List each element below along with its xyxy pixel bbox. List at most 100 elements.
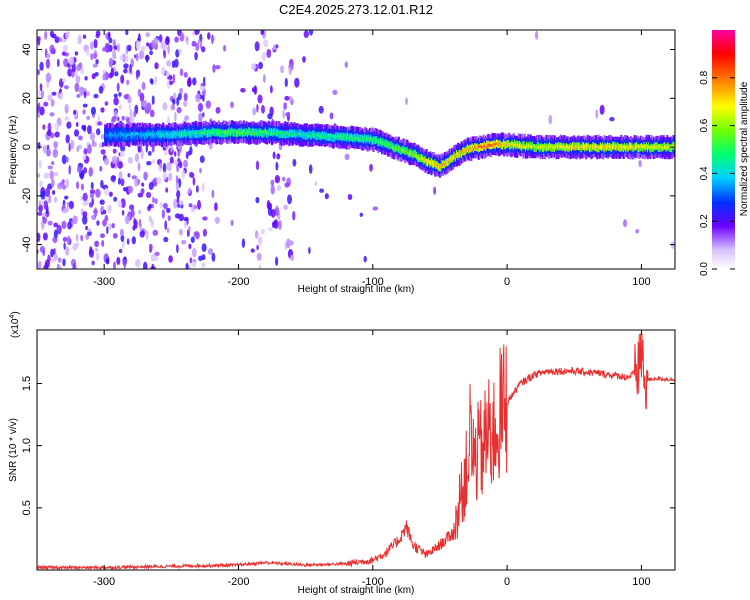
heatmap-cell [464,147,467,156]
heatmap-cell [87,228,91,233]
heatmap-cell [175,49,180,58]
heatmap-cell [460,150,463,159]
heatmap-cell [161,133,163,137]
heatmap-cell [199,132,202,135]
heatmap-cell [256,131,259,135]
heatmap-cell [181,239,187,245]
heatmap-cell [349,135,352,138]
heatmap-cell [225,131,227,135]
heatmap-cell [200,85,205,91]
heatmap-cell [147,150,152,156]
heatmap-cell [572,142,574,150]
heatmap-cell [51,178,55,188]
heatmap-cell [110,59,114,65]
heatmap-cell [599,146,602,149]
heatmap-cell [255,160,260,171]
heatmap-cell [660,145,663,149]
heatmap-cell [590,144,593,152]
heatmap-cell [353,137,356,141]
heatmap-cell [154,62,159,70]
heatmap-cell [434,163,437,166]
heatmap-cell [594,144,597,148]
heatmap-cell [77,166,83,174]
heatmap-cell [124,129,127,138]
heatmap-cell [202,130,205,134]
heatmap-cell [139,230,145,238]
heatmap-cell [118,92,122,97]
heatmap-cell [597,145,600,149]
heatmap-cell [417,156,420,160]
heatmap-cell [462,149,464,153]
heatmap-cell [186,129,189,138]
heatmap-cell [501,142,504,150]
heatmap-cell [187,79,192,88]
heatmap-cell [146,102,152,113]
heatmap-cell [95,188,101,198]
heatmap-cell [83,167,87,174]
heatmap-cell [118,248,123,254]
heatmap-cell [168,133,171,137]
heatmap-cell [206,132,209,135]
heatmap-cell [347,134,350,138]
heatmap-cell [141,45,146,51]
heatmap-cell [135,53,139,62]
heatmap-cell [137,162,141,172]
heatmap-cell [98,85,104,94]
heatmap-cell [119,228,124,237]
heatmap-cell [283,204,288,210]
heatmap-cell [282,109,285,119]
heatmap-cell [203,76,206,85]
heatmap-cell [321,135,324,139]
heatmap-cell [275,256,279,266]
x-tick-label: 100 [632,576,650,588]
heatmap-cell [39,106,45,116]
heatmap-cell [141,81,146,91]
heatmap-cell [64,116,69,121]
heatmap-cell [339,135,342,139]
heatmap-cell [104,42,111,53]
heatmap-cell [146,133,149,137]
heatmap-cell [251,132,254,136]
heatmap-cell [90,106,96,115]
heatmap-cell [40,89,44,99]
heatmap-cell [420,156,423,160]
heatmap-cell [183,128,186,137]
heatmap-cell [164,134,167,138]
heatmap-cell [414,150,417,158]
heatmap-cell [176,128,179,137]
colorbar-gradient [712,30,735,269]
heatmap-cell [599,104,605,115]
heatmap-cell [86,49,90,56]
heatmap-cell [149,78,154,84]
heatmap-cell [137,144,141,153]
heatmap-cell [125,134,128,138]
heatmap-cell [159,162,163,169]
heatmap-cell [439,164,441,167]
heatmap-cell [135,132,138,135]
heatmap-cell [75,233,79,242]
heatmap-cell [549,145,551,149]
heatmap-cell [73,129,80,137]
heatmap-cell [509,142,512,146]
heatmap-cell [663,142,666,150]
heatmap-cell [576,144,579,148]
heatmap-cell [323,134,325,138]
heatmap-cell [288,240,294,246]
heatmap-cell [170,145,173,152]
heatmap-cell [564,147,567,150]
heatmap-cell [123,258,126,269]
heatmap-cell [163,134,166,138]
heatmap-cell [65,156,69,163]
heatmap-cell [476,146,479,150]
heatmap-cell [214,202,218,212]
heatmap-cell [208,130,211,133]
heatmap-cell [42,217,47,224]
heatmap-cell [173,160,179,165]
heatmap-cell [106,226,109,235]
heatmap-cell [285,112,291,117]
heatmap-cell [637,144,640,147]
heatmap-cell [283,102,287,110]
heatmap-cell [569,146,572,150]
heatmap-cell [263,74,266,83]
